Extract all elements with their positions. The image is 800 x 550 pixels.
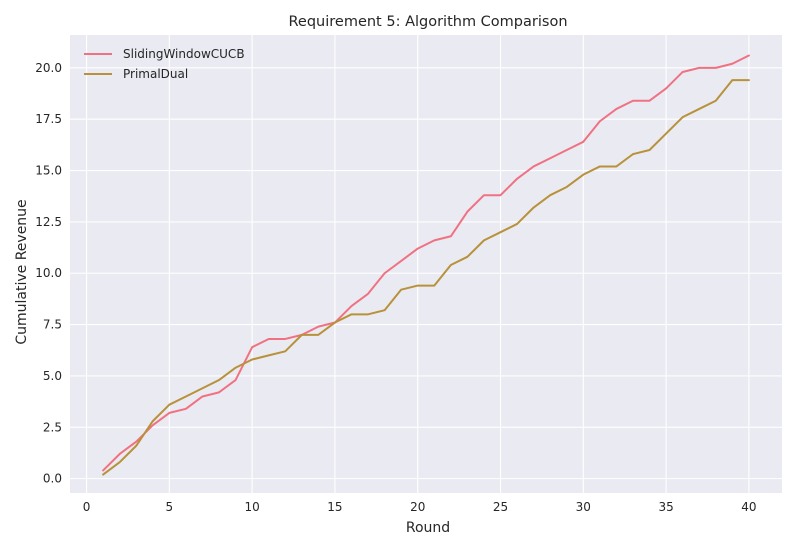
x-tick-label: 30 <box>576 500 591 514</box>
y-tick-label: 10.0 <box>35 266 62 280</box>
legend: SlidingWindowCUCB PrimalDual <box>84 47 245 81</box>
y-tick-label: 2.5 <box>43 420 62 434</box>
series-line-slidingwindowcucb <box>102 54 750 472</box>
plot-area <box>70 35 782 493</box>
y-tick-label: 5.0 <box>43 369 62 383</box>
x-axis-label: Round <box>406 520 450 536</box>
y-tick-label: 15.0 <box>35 164 62 178</box>
series-line-primaldual <box>102 79 750 476</box>
x-tick-label: 40 <box>741 500 756 514</box>
series-layer <box>102 54 750 476</box>
x-tick-label: 10 <box>244 500 259 514</box>
y-tick-label: 12.5 <box>35 215 62 229</box>
y-tick-label: 0.0 <box>43 472 62 486</box>
legend-label: SlidingWindowCUCB <box>123 47 245 61</box>
x-tick-label: 5 <box>166 500 174 514</box>
chart-title: Requirement 5: Algorithm Comparison <box>288 14 567 30</box>
y-axis-label: Cumulative Revenue <box>14 199 30 344</box>
y-tick-label: 17.5 <box>35 112 62 126</box>
ticks: 0 5 10 15 20 25 30 35 40 0.0 2.5 5.0 7.5 10.0 12.5 15.0… <box>35 61 756 514</box>
y-tick-label: 20.0 <box>35 61 62 75</box>
x-tick-label: 20 <box>410 500 425 514</box>
y-tick-label: 7.5 <box>43 318 62 332</box>
x-tick-label: 15 <box>327 500 342 514</box>
x-tick-label: 35 <box>658 500 673 514</box>
grid <box>70 35 782 493</box>
x-tick-label: 25 <box>493 500 508 514</box>
x-tick-label: 0 <box>83 500 91 514</box>
legend-label: PrimalDual <box>123 67 188 81</box>
